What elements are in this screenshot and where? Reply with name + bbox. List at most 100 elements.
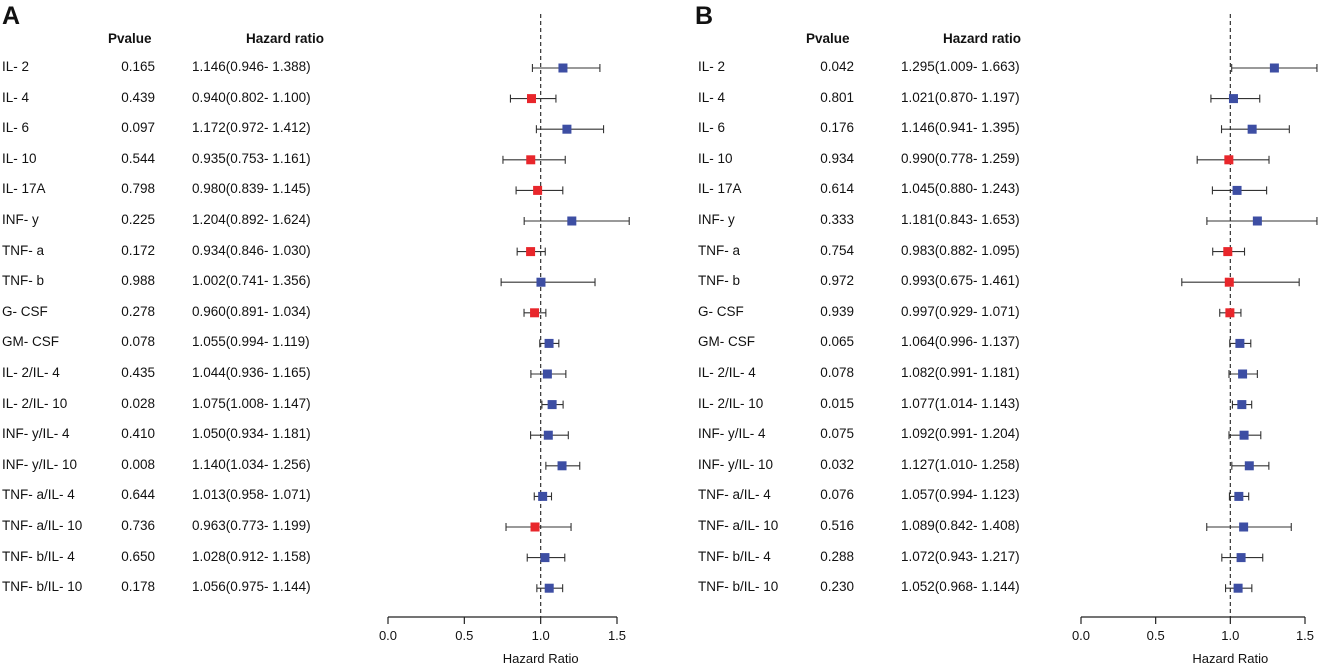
row-label: INF- y/IL- 10 xyxy=(2,456,78,472)
x-tick-label: 1.5 xyxy=(608,628,626,643)
hr-point xyxy=(530,308,540,318)
row-label: G- CSF xyxy=(698,303,744,319)
row-pvalue: 0.008 xyxy=(121,456,155,472)
row-pvalue: 0.032 xyxy=(820,456,854,472)
row-label: TNF- b xyxy=(2,273,44,289)
hr-point xyxy=(1239,430,1249,440)
row-hazard-ratio: 1.075(1.008- 1.147) xyxy=(192,395,311,411)
row-pvalue: 0.065 xyxy=(820,334,854,350)
row-label: IL- 2/IL- 4 xyxy=(698,365,756,380)
row-label: TNF- a xyxy=(698,242,740,258)
row-label: GM- CSF xyxy=(2,334,59,350)
row-pvalue: 0.614 xyxy=(820,181,854,197)
row-pvalue: 0.801 xyxy=(820,89,854,105)
hr-point xyxy=(558,63,568,73)
row-label: G- CSF xyxy=(2,303,48,319)
hr-point xyxy=(1247,124,1257,134)
row-pvalue: 0.028 xyxy=(121,395,155,411)
row-label: IL- 6 xyxy=(2,120,30,136)
hr-point xyxy=(1239,522,1249,532)
row-pvalue: 0.015 xyxy=(820,395,854,411)
row-label: IL- 10 xyxy=(2,150,37,166)
hr-point xyxy=(538,491,548,501)
row-hazard-ratio: 1.052(0.968- 1.144) xyxy=(901,579,1020,595)
row-label: IL- 4 xyxy=(698,89,726,105)
hr-point xyxy=(557,461,567,471)
row-label: TNF- a/IL- 10 xyxy=(2,518,83,533)
row-pvalue: 0.435 xyxy=(121,365,155,380)
row-pvalue: 0.972 xyxy=(820,273,854,289)
hr-point xyxy=(1252,216,1262,226)
row-hazard-ratio: 1.089(0.842- 1.408) xyxy=(901,518,1020,533)
hr-point xyxy=(1237,400,1247,410)
forest-plot: 0.0 0.5 1.0 1.5 Hazard Ratio xyxy=(379,14,630,666)
x-tick-label: 1.0 xyxy=(1221,628,1239,643)
x-tick-label: 1.0 xyxy=(532,628,550,643)
row-label: TNF- a xyxy=(2,242,44,258)
x-tick-label: 0.0 xyxy=(379,628,397,643)
row-hazard-ratio: 1.146(0.941- 1.395) xyxy=(901,120,1020,136)
hr-point xyxy=(1236,553,1246,563)
row-hazard-ratio: 1.056(0.975- 1.144) xyxy=(192,579,311,595)
hr-point xyxy=(1238,369,1248,379)
hr-point xyxy=(567,216,577,226)
row-hazard-ratio: 1.045(0.880- 1.243) xyxy=(901,181,1020,197)
row-hazard-ratio: 0.983(0.882- 1.095) xyxy=(901,242,1020,258)
hr-point xyxy=(547,400,557,410)
hr-point xyxy=(542,369,552,379)
row-pvalue: 0.278 xyxy=(121,303,155,319)
row-pvalue: 0.736 xyxy=(121,518,155,533)
forest-panel-b: B Pvalue Hazard ratio IL- 2 0.042 1.295(1.… xyxy=(693,0,1333,668)
row-label: IL- 17A xyxy=(2,181,46,197)
pvalue-header: Pvalue xyxy=(108,31,152,46)
row-hazard-ratio: 1.055(0.994- 1.119) xyxy=(192,334,310,350)
hr-point xyxy=(1244,461,1254,471)
row-hazard-ratio: 1.295(1.009- 1.663) xyxy=(901,59,1020,74)
row-label: IL- 2/IL- 10 xyxy=(2,395,68,411)
row-label: INF- y/IL- 10 xyxy=(698,456,774,472)
hazard-ratio-header: Hazard ratio xyxy=(246,31,325,46)
row-hazard-ratio: 1.146(0.946- 1.388) xyxy=(192,59,311,74)
hr-point xyxy=(544,583,554,593)
row-hazard-ratio: 0.980(0.839- 1.145) xyxy=(192,181,311,197)
row-hazard-ratio: 1.082(0.991- 1.181) xyxy=(901,365,1020,380)
row-hazard-ratio: 1.140(1.034- 1.256) xyxy=(192,456,311,472)
hr-point xyxy=(536,277,546,287)
row-label: IL- 2 xyxy=(2,59,30,74)
x-tick-label: 1.5 xyxy=(1296,628,1314,643)
row-label: IL- 2/IL- 4 xyxy=(2,365,60,380)
row-hazard-ratio: 1.181(0.843- 1.653) xyxy=(901,212,1020,227)
row-hazard-ratio: 0.960(0.891- 1.034) xyxy=(192,303,311,319)
row-pvalue: 0.097 xyxy=(121,120,155,136)
row-hazard-ratio: 0.963(0.773- 1.199) xyxy=(192,518,311,533)
row-pvalue: 0.988 xyxy=(121,273,155,289)
row-pvalue: 0.165 xyxy=(121,59,155,74)
row-hazard-ratio: 0.990(0.778- 1.259) xyxy=(901,150,1020,166)
x-axis-title: Hazard Ratio xyxy=(503,651,579,666)
row-pvalue: 0.078 xyxy=(121,334,155,350)
row-label: TNF- a/IL- 10 xyxy=(698,518,779,533)
row-label: IL- 10 xyxy=(698,150,733,166)
row-pvalue: 0.798 xyxy=(121,181,155,197)
row-pvalue: 0.516 xyxy=(820,518,854,533)
row-label: IL- 6 xyxy=(698,120,726,136)
row-pvalue: 0.934 xyxy=(820,150,854,166)
row-label: IL- 17A xyxy=(698,181,742,197)
row-hazard-ratio: 1.092(0.991- 1.204) xyxy=(901,426,1020,442)
row-label: TNF- b/IL- 10 xyxy=(2,579,83,595)
row-label: IL- 4 xyxy=(2,89,30,105)
row-label: INF- y xyxy=(698,212,735,227)
row-pvalue: 0.650 xyxy=(121,548,155,564)
row-hazard-ratio: 1.072(0.943- 1.217) xyxy=(901,548,1020,564)
hr-point xyxy=(1233,583,1243,593)
row-label: INF- y xyxy=(2,212,39,227)
row-hazard-ratio: 1.204(0.892- 1.624) xyxy=(192,212,311,227)
row-label: IL- 2/IL- 10 xyxy=(698,395,764,411)
row-hazard-ratio: 1.002(0.741- 1.356) xyxy=(192,273,311,289)
row-pvalue: 0.225 xyxy=(121,212,155,227)
hr-point xyxy=(543,430,553,440)
row-pvalue: 0.939 xyxy=(820,303,854,319)
row-pvalue: 0.439 xyxy=(121,89,155,105)
hr-point xyxy=(540,553,550,563)
x-tick-label: 0.5 xyxy=(455,628,473,643)
